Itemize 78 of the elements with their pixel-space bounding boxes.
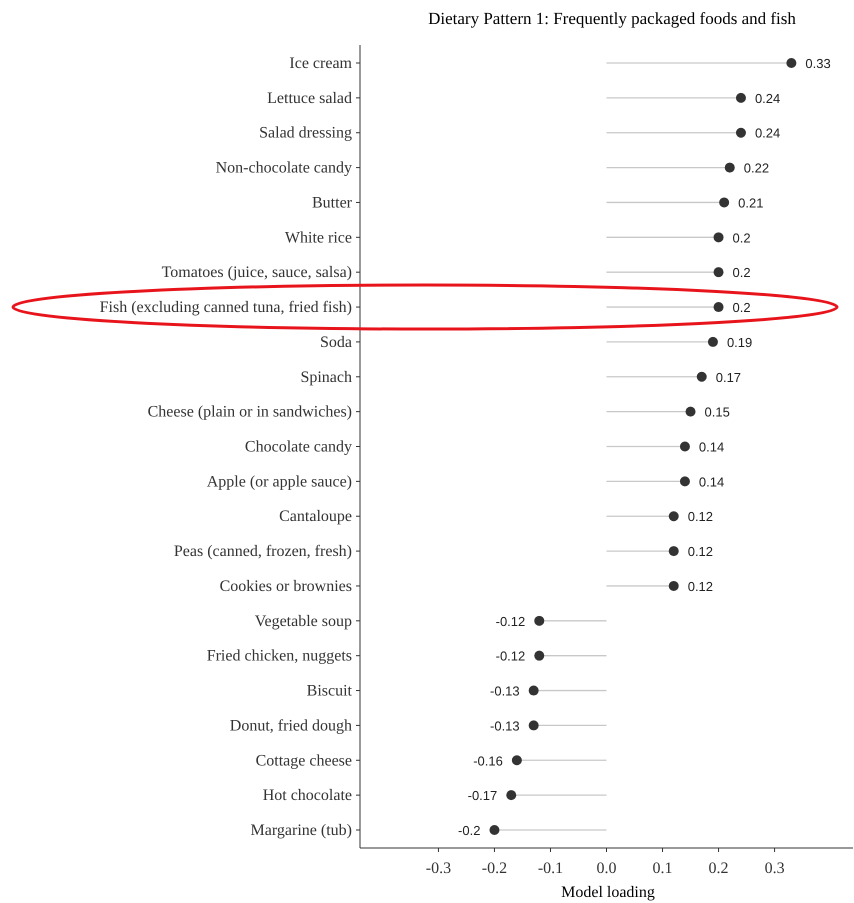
point	[668, 511, 679, 522]
data-label: 0.19	[726, 334, 752, 350]
y-tick-label: Chocolate candy	[244, 438, 352, 456]
point	[512, 755, 522, 766]
data-label: 0.24	[754, 90, 780, 106]
data-label: 0.14	[698, 440, 724, 454]
x-tick-label: -0.3	[426, 860, 452, 877]
y-tick-label: Apple (or apple sauce)	[206, 473, 352, 490]
data-label: 0.22	[744, 160, 770, 176]
data-label: 0.12	[688, 544, 714, 560]
point	[680, 442, 690, 452]
data-label: 0.33	[805, 56, 831, 71]
y-tick-label: Non-chocolate candy	[216, 160, 352, 177]
data-label: 0.2	[732, 300, 751, 316]
y-tick-label: Ice cream	[289, 55, 353, 72]
point	[528, 686, 539, 696]
point	[736, 92, 746, 103]
point	[534, 650, 544, 661]
y-tick-label: Fried chicken, nuggets	[206, 648, 352, 665]
point	[714, 302, 724, 312]
point	[680, 476, 690, 486]
data-label: -0.12	[496, 614, 526, 629]
x-tick-label: 0.3	[764, 860, 785, 877]
y-tick-label: Spinach	[300, 368, 352, 386]
y-tick-label: Butter	[312, 194, 353, 212]
point	[724, 162, 735, 173]
y-tick-label: Cottage cheese	[256, 752, 352, 770]
data-label: 0.17	[716, 370, 742, 385]
point	[506, 790, 516, 800]
y-tick-label: Vegetable soup	[254, 612, 352, 630]
data-label: 0.12	[688, 509, 714, 524]
data-label: -0.17	[468, 788, 498, 804]
point	[489, 825, 500, 835]
x-tick-label: 0.0	[596, 860, 616, 877]
point	[786, 58, 796, 68]
x-tick-label: 0.1	[652, 860, 673, 877]
data-label: 0.15	[704, 404, 730, 420]
data-label: -0.16	[473, 753, 503, 768]
data-label: -0.12	[496, 648, 526, 664]
point	[714, 232, 724, 242]
chart-title: Dietary Pattern 1: Frequently packaged foods and fish	[428, 9, 796, 28]
point	[719, 197, 730, 208]
y-tick-label: Soda	[320, 334, 352, 351]
y-tick-label: Salad dressing	[259, 124, 352, 142]
data-label: 0.14	[698, 474, 724, 490]
data-label: -0.13	[490, 718, 520, 734]
y-tick-label: Cheese (plain or in sandwiches)	[148, 404, 352, 421]
y-tick-label: White rice	[284, 229, 352, 246]
y-tick-label: Lettuce salad	[267, 90, 352, 107]
point	[708, 336, 718, 347]
y-tick-label: Donut, fried dough	[230, 717, 352, 734]
data-label: -0.2	[458, 823, 480, 838]
x-tick-label: 0.2	[708, 860, 729, 877]
data-label: -0.13	[490, 684, 520, 699]
y-tick-label: Hot chocolate	[262, 787, 352, 804]
data-label: 0.2	[732, 265, 751, 280]
y-tick-label: Margarine (tub)	[250, 822, 352, 839]
y-tick-label: Tomatoes (juice, sauce, salsa)	[162, 264, 352, 282]
x-axis-title: Model loading	[561, 884, 655, 901]
point	[668, 546, 679, 556]
x-tick-label: -0.2	[482, 860, 508, 877]
data-label: 0.12	[688, 578, 714, 594]
data-label: 0.2	[732, 230, 751, 246]
y-tick-label: Cookies or brownies	[220, 578, 352, 595]
point	[668, 580, 679, 591]
point	[534, 616, 544, 626]
y-tick-label: Biscuit	[306, 682, 353, 700]
x-tick-label: -0.1	[538, 860, 564, 877]
point	[686, 406, 696, 417]
point	[696, 372, 707, 382]
y-tick-label: Fish (excluding canned tuna, fried fish)	[100, 299, 352, 316]
y-tick-label: Cantaloupe	[279, 508, 352, 526]
point	[528, 720, 539, 730]
point	[714, 267, 724, 278]
data-label: 0.21	[738, 195, 764, 210]
data-label: 0.24	[754, 126, 780, 141]
y-tick-label: Peas (canned, frozen, fresh)	[174, 543, 352, 560]
point	[736, 128, 746, 138]
